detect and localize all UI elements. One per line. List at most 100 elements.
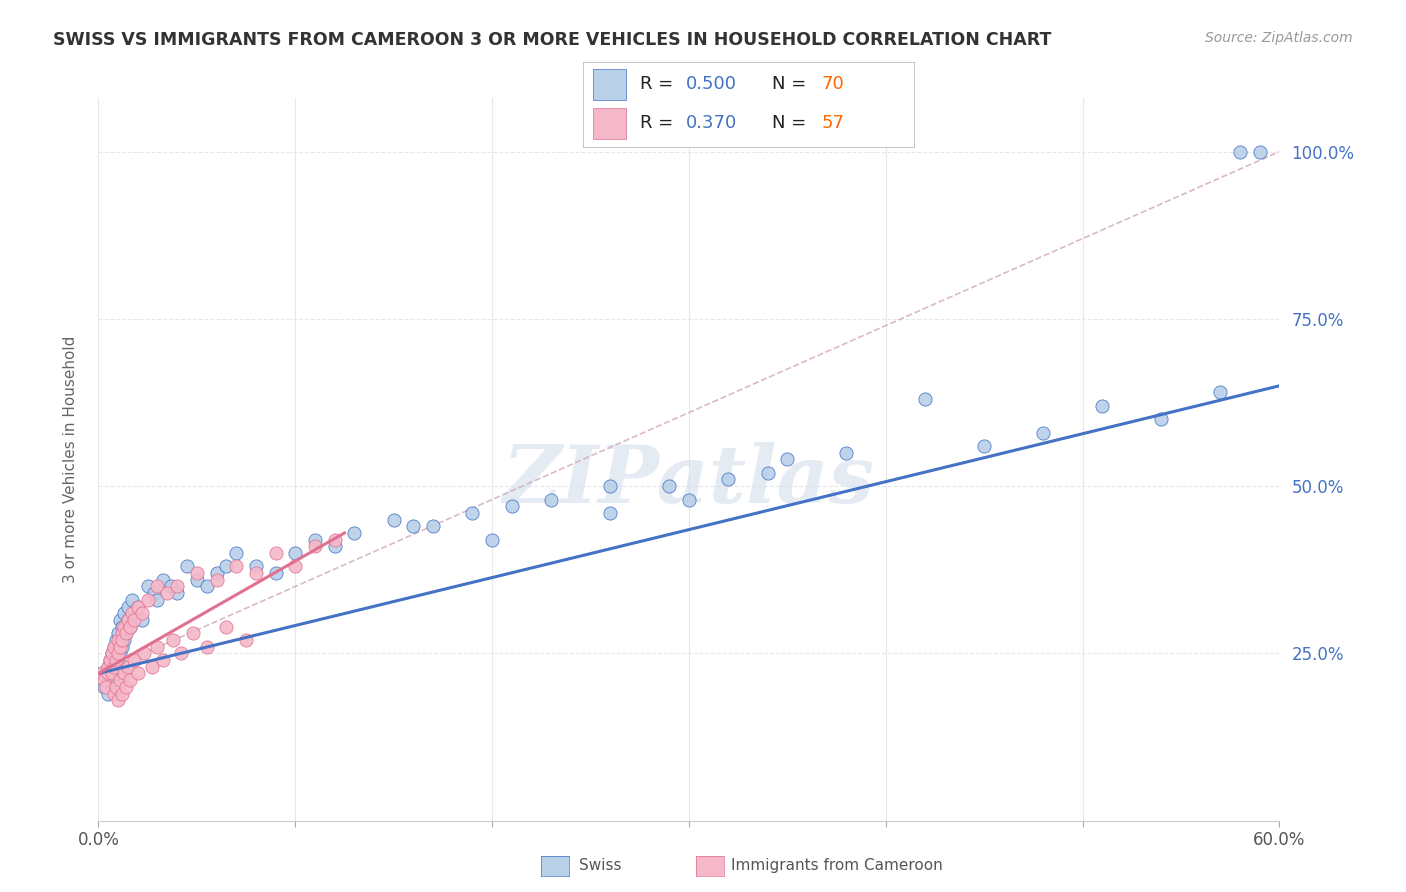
Point	[111, 626, 134, 640]
Point	[103, 660, 125, 674]
Text: 0.500: 0.500	[686, 76, 737, 94]
Point	[91, 666, 114, 681]
Point	[117, 613, 139, 627]
Point	[1032, 425, 1054, 440]
Point	[323, 539, 346, 553]
Point	[160, 580, 183, 594]
Point	[98, 666, 121, 681]
Point	[245, 566, 267, 581]
Point	[107, 653, 129, 667]
Point	[264, 566, 287, 581]
Point	[323, 533, 346, 547]
Point	[205, 573, 228, 587]
Point	[108, 673, 131, 688]
Point	[146, 580, 169, 594]
Point	[402, 519, 425, 533]
Point	[132, 646, 155, 660]
Bar	[593, 108, 627, 139]
Point	[142, 586, 165, 600]
Point	[118, 620, 141, 634]
Point	[136, 580, 159, 594]
Point	[264, 546, 287, 560]
Point	[122, 653, 145, 667]
Point	[170, 646, 193, 660]
Text: SWISS VS IMMIGRANTS FROM CAMEROON 3 OR MORE VEHICLES IN HOUSEHOLD CORRELATION CH: SWISS VS IMMIGRANTS FROM CAMEROON 3 OR M…	[53, 31, 1052, 49]
Point	[115, 626, 138, 640]
Point	[146, 640, 169, 654]
Point	[284, 559, 307, 574]
Text: Swiss: Swiss	[579, 858, 621, 872]
Point	[146, 593, 169, 607]
Point	[756, 466, 779, 480]
Point	[215, 559, 238, 574]
Point	[103, 687, 125, 701]
Point	[215, 620, 238, 634]
Point	[96, 680, 118, 694]
Point	[776, 452, 799, 467]
Y-axis label: 3 or more Vehicles in Household: 3 or more Vehicles in Household	[63, 335, 77, 583]
Point	[96, 673, 118, 688]
Point	[118, 673, 141, 688]
Text: R =: R =	[640, 114, 679, 132]
Point	[98, 653, 121, 667]
Point	[105, 680, 128, 694]
Point	[461, 506, 484, 520]
Point	[835, 446, 858, 460]
Point	[166, 586, 188, 600]
Point	[304, 533, 326, 547]
Point	[97, 687, 120, 701]
Point	[121, 593, 143, 607]
Point	[101, 666, 124, 681]
Point	[131, 607, 153, 621]
Point	[103, 640, 125, 654]
Text: Immigrants from Cameroon: Immigrants from Cameroon	[731, 858, 943, 872]
Text: N =: N =	[772, 114, 811, 132]
Point	[152, 573, 174, 587]
Point	[343, 526, 366, 541]
Point	[1150, 412, 1173, 426]
Text: ZIPatlas: ZIPatlas	[503, 442, 875, 520]
Point	[422, 519, 444, 533]
Text: 0.370: 0.370	[686, 114, 737, 132]
Point	[101, 646, 124, 660]
Point	[678, 492, 700, 507]
Point	[122, 613, 145, 627]
Point	[111, 687, 134, 701]
Point	[540, 492, 562, 507]
Text: N =: N =	[772, 76, 811, 94]
Point	[98, 653, 121, 667]
Point	[914, 392, 936, 407]
Point	[186, 566, 208, 581]
Point	[304, 539, 326, 553]
Point	[121, 607, 143, 621]
Point	[107, 633, 129, 648]
Point	[112, 633, 135, 648]
Point	[111, 620, 134, 634]
Text: 57: 57	[821, 114, 845, 132]
Point	[112, 666, 135, 681]
Point	[117, 613, 139, 627]
Point	[107, 646, 129, 660]
Point	[166, 580, 188, 594]
Point	[717, 473, 740, 487]
Point	[181, 626, 204, 640]
Point	[127, 599, 149, 614]
Bar	[593, 70, 627, 100]
Point	[111, 633, 134, 648]
Point	[112, 620, 135, 634]
Point	[152, 653, 174, 667]
Point	[235, 633, 257, 648]
Point	[176, 559, 198, 574]
Point	[658, 479, 681, 493]
Point	[103, 660, 125, 674]
Text: Source: ZipAtlas.com: Source: ZipAtlas.com	[1205, 31, 1353, 45]
Point	[599, 479, 621, 493]
Point	[284, 546, 307, 560]
Point	[501, 500, 523, 514]
Point	[1249, 145, 1271, 159]
Point	[1229, 145, 1251, 159]
Point	[127, 599, 149, 614]
Point	[105, 633, 128, 648]
Point	[131, 613, 153, 627]
Point	[108, 640, 131, 654]
